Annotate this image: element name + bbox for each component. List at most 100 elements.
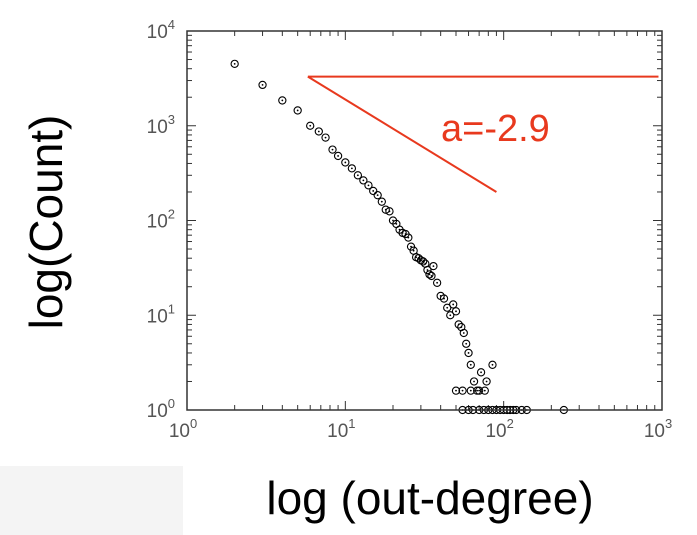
data-point-center (407, 236, 410, 239)
data-point (369, 186, 378, 196)
background-strip (0, 466, 183, 535)
data-point (469, 377, 479, 386)
x-tick-label: 103 (644, 416, 672, 442)
slope-annotation: a=-2.9 (441, 108, 550, 150)
data-point-center (478, 389, 481, 392)
data-point-center (372, 190, 375, 192)
data-point (458, 386, 467, 395)
data-point (462, 339, 471, 348)
ticks-layer (186, 31, 662, 411)
data-point (341, 158, 350, 167)
data-point (359, 176, 368, 185)
data-point (278, 96, 287, 105)
data-point-center (424, 262, 427, 265)
data-point-center (344, 161, 347, 164)
data-point (432, 278, 442, 287)
tick-labels-layer: 100 101 102 103 100 101 102 103 104 (147, 17, 673, 442)
data-point-center (380, 200, 383, 203)
y-tick-label: 103 (147, 112, 175, 138)
data-point (459, 328, 468, 338)
data-point-center (469, 363, 472, 366)
data-point-center (412, 249, 415, 252)
data-point (482, 377, 491, 386)
data-point-center (476, 389, 479, 392)
data-point (385, 207, 394, 216)
data-point (425, 270, 434, 279)
data-point (321, 133, 330, 142)
data-point-center (460, 326, 463, 328)
x-axis-title: log (out-degree) (266, 472, 593, 524)
data-point (306, 121, 315, 130)
data-point-center (392, 219, 394, 222)
data-point-center (317, 130, 320, 133)
data-point (293, 106, 302, 115)
data-point-center (410, 245, 412, 248)
data-point (451, 386, 461, 395)
data-point-center (465, 342, 468, 345)
x-tick-label: 100 (169, 416, 197, 442)
data-point-center (281, 99, 284, 102)
data-point-center (367, 184, 370, 187)
data-point (488, 360, 497, 369)
data-point-center (485, 380, 488, 383)
data-point-center (462, 332, 465, 334)
data-point (404, 233, 413, 242)
data-point (427, 271, 436, 281)
y-axis-title: log(Count) (20, 115, 72, 330)
data-point (464, 348, 473, 358)
data-point-center (432, 265, 435, 268)
data-point (466, 360, 475, 369)
data-point (423, 265, 432, 275)
data-point-center (483, 389, 486, 392)
data-point (480, 386, 489, 395)
data-point-center (350, 167, 353, 170)
data-point (364, 181, 373, 190)
plot-frame (186, 30, 663, 411)
data-point-center (449, 314, 452, 317)
data-point-center (309, 124, 312, 127)
data-point-center (446, 306, 449, 309)
data-point (333, 151, 343, 161)
data-point (347, 164, 357, 173)
data-point-center (331, 148, 334, 151)
y-tick-label: 100 (147, 396, 175, 422)
x-tick-label: 102 (485, 416, 513, 442)
fit-lines-layer (307, 75, 659, 193)
data-point (418, 257, 428, 266)
data-point (476, 368, 486, 377)
data-point (466, 386, 475, 395)
data-point (439, 294, 449, 303)
data-point (258, 80, 267, 90)
data-point (377, 197, 386, 206)
data-point-center (455, 389, 457, 392)
data-point (373, 191, 382, 200)
data-point (446, 311, 455, 320)
data-point-center (337, 155, 339, 157)
data-point-center (388, 210, 391, 213)
data-point-center (436, 281, 439, 284)
fit-line (307, 75, 497, 193)
y-tick-label: 102 (147, 207, 175, 233)
data-point-center (419, 259, 422, 262)
data-point-center (324, 136, 327, 139)
data-point-center (428, 273, 431, 276)
data-point-center (452, 303, 455, 306)
data-point (328, 145, 337, 154)
data-point (474, 386, 484, 395)
data-point (353, 171, 363, 180)
data-point-center (469, 389, 472, 392)
data-point-center (356, 174, 359, 177)
points-layer (230, 59, 569, 415)
data-point-center (455, 310, 457, 313)
data-point-center (480, 371, 482, 374)
y-tick-label: 101 (147, 301, 175, 327)
data-point-center (473, 380, 475, 383)
data-point-center (443, 297, 445, 300)
data-point-center (362, 179, 365, 182)
data-point (406, 242, 416, 251)
data-point (230, 59, 239, 69)
data-point-center (461, 389, 464, 392)
data-point-center (233, 62, 236, 65)
data-point (381, 205, 390, 214)
